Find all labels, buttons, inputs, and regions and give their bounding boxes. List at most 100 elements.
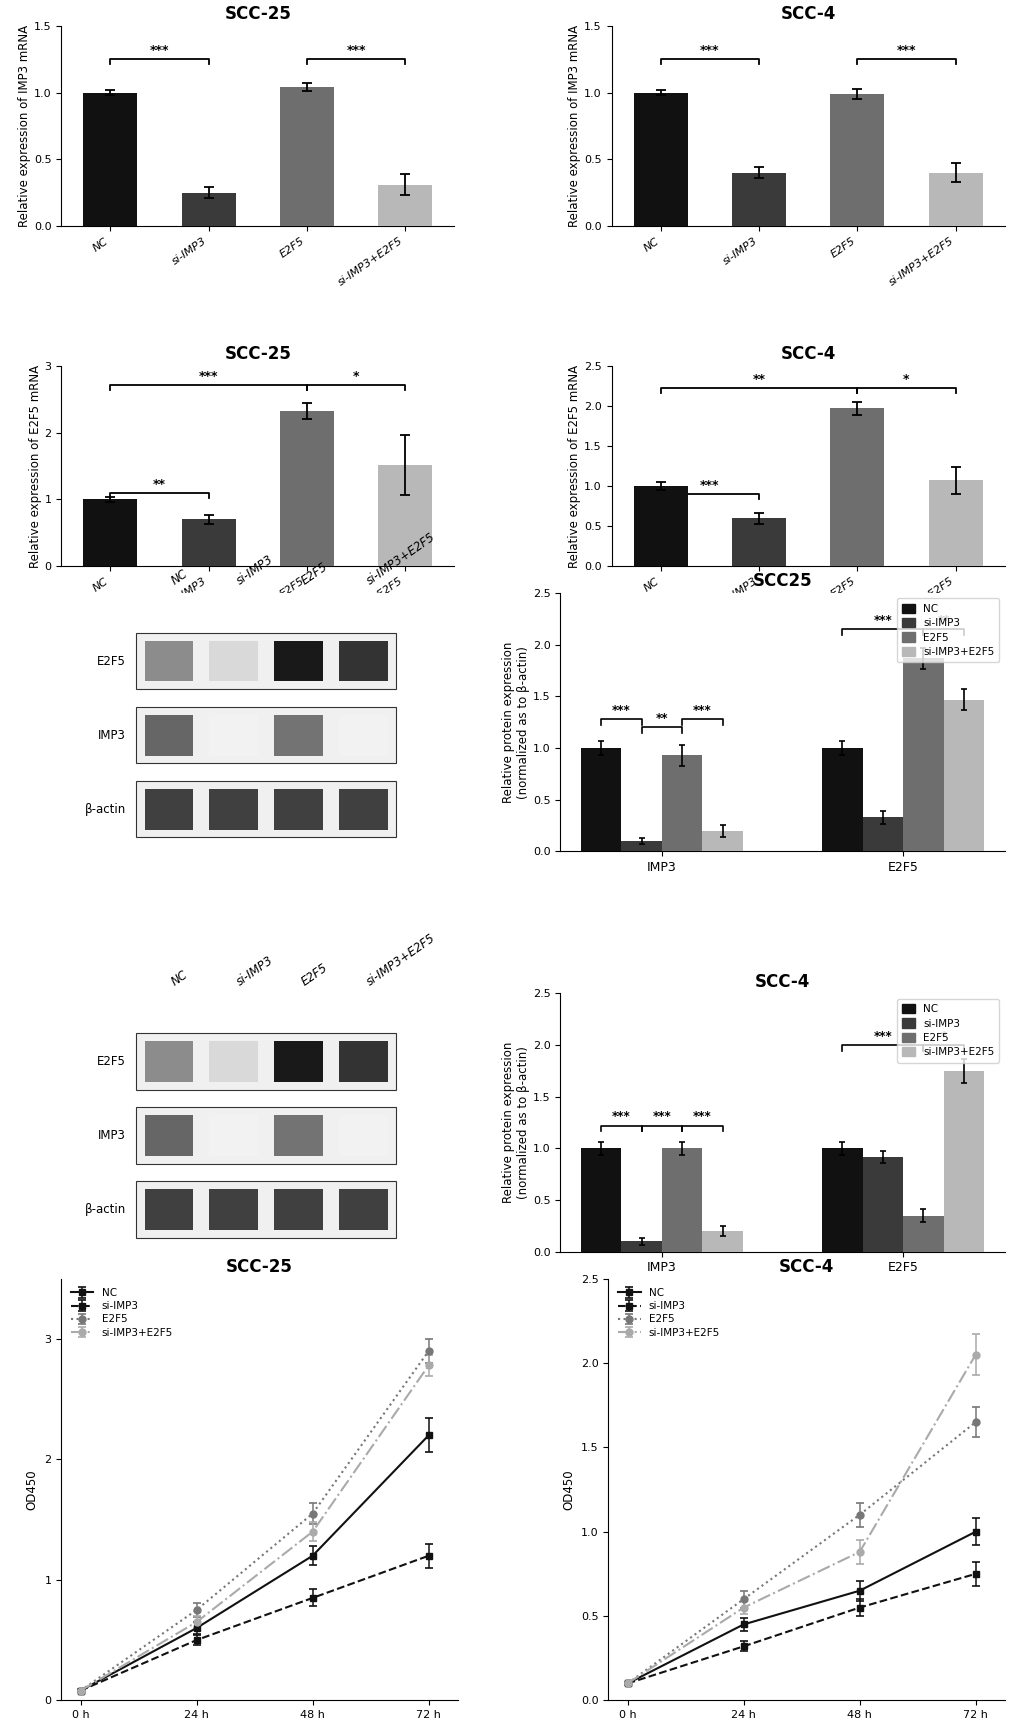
Bar	[84, 92, 138, 226]
Bar	[339, 789, 387, 829]
Title: SCC-4: SCC-4	[780, 5, 835, 23]
Text: *: *	[902, 373, 909, 387]
Y-axis label: Relative expression of IMP3 mRNA: Relative expression of IMP3 mRNA	[568, 24, 581, 227]
Text: si-IMP3: si-IMP3	[233, 553, 275, 588]
Bar	[145, 640, 193, 682]
Title: SCC-4: SCC-4	[779, 1258, 834, 1275]
Bar	[621, 841, 661, 852]
Bar	[378, 184, 432, 226]
Bar	[732, 519, 786, 566]
Text: E2F5: E2F5	[299, 961, 330, 989]
Text: ***: ***	[692, 704, 711, 717]
Bar	[378, 465, 432, 566]
Bar	[621, 1242, 661, 1251]
Text: ***: ***	[611, 704, 630, 717]
Bar	[137, 708, 395, 763]
Bar	[732, 174, 786, 226]
Text: ***: ***	[199, 370, 218, 383]
Bar	[943, 699, 983, 852]
Text: **: **	[153, 477, 166, 491]
Bar	[137, 1034, 395, 1090]
Bar	[902, 658, 943, 852]
Bar	[137, 1107, 395, 1164]
Bar	[661, 755, 702, 852]
Legend: NC, si-IMP3, E2F5, si-IMP3+E2F5: NC, si-IMP3, E2F5, si-IMP3+E2F5	[66, 1284, 177, 1341]
Bar	[209, 1188, 258, 1230]
Text: ***: ***	[150, 45, 169, 57]
Bar	[339, 1041, 387, 1083]
Title: SCC-25: SCC-25	[226, 1258, 292, 1275]
Bar	[279, 411, 333, 566]
Bar	[209, 640, 258, 682]
Text: E2F5: E2F5	[97, 654, 126, 668]
Text: ***: ***	[652, 1110, 671, 1123]
Text: ***: ***	[692, 1110, 711, 1123]
Y-axis label: OD450: OD450	[25, 1470, 39, 1509]
Bar	[181, 519, 235, 566]
Bar	[274, 1116, 323, 1156]
Title: SCC-25: SCC-25	[224, 5, 290, 23]
Text: ***: ***	[699, 45, 718, 57]
Bar	[902, 1216, 943, 1251]
Legend: NC, si-IMP3, E2F5, si-IMP3+E2F5: NC, si-IMP3, E2F5, si-IMP3+E2F5	[612, 1284, 723, 1341]
Bar	[279, 87, 333, 226]
Text: ***: ***	[872, 614, 892, 626]
Text: **: **	[655, 711, 667, 725]
Legend: NC, si-IMP3, E2F5, si-IMP3+E2F5: NC, si-IMP3, E2F5, si-IMP3+E2F5	[896, 599, 999, 663]
Bar	[137, 781, 395, 838]
Bar	[84, 500, 138, 566]
Bar	[145, 715, 193, 755]
Bar	[633, 92, 687, 226]
Bar	[580, 748, 621, 852]
Bar	[661, 1149, 702, 1251]
Bar	[209, 1041, 258, 1083]
Bar	[145, 1116, 193, 1156]
Y-axis label: Relative expression of IMP3 mRNA: Relative expression of IMP3 mRNA	[18, 24, 31, 227]
Bar	[702, 1232, 742, 1251]
Y-axis label: Relative expression of E2F5 mRNA: Relative expression of E2F5 mRNA	[29, 364, 42, 567]
Text: si-IMP3+E2F5: si-IMP3+E2F5	[364, 932, 437, 989]
Bar	[181, 193, 235, 226]
Text: NC: NC	[169, 968, 191, 989]
Legend: NC, si-IMP3, E2F5, si-IMP3+E2F5: NC, si-IMP3, E2F5, si-IMP3+E2F5	[896, 999, 999, 1062]
Text: ***: ***	[872, 1029, 892, 1043]
Bar	[702, 831, 742, 852]
Text: IMP3: IMP3	[98, 729, 126, 741]
Title: SCC-4: SCC-4	[754, 973, 809, 991]
Y-axis label: Relative protein expression
(normalized as to β-actin): Relative protein expression (normalized …	[501, 642, 530, 803]
Text: ***: ***	[699, 479, 718, 493]
Bar	[927, 481, 981, 566]
Bar	[137, 633, 395, 689]
Text: ***: ***	[896, 45, 915, 57]
Y-axis label: Relative protein expression
(normalized as to β-actin): Relative protein expression (normalized …	[501, 1043, 530, 1204]
Bar	[339, 1116, 387, 1156]
Bar	[145, 1188, 193, 1230]
Bar	[339, 1188, 387, 1230]
Y-axis label: OD450: OD450	[561, 1470, 575, 1509]
Title: SCC-25: SCC-25	[224, 345, 290, 363]
Text: β-actin: β-actin	[85, 803, 126, 815]
Bar	[927, 174, 981, 226]
Text: E2F5: E2F5	[97, 1055, 126, 1069]
Title: SCC25: SCC25	[752, 573, 811, 590]
Bar	[209, 1116, 258, 1156]
Bar	[274, 715, 323, 755]
Bar	[821, 1149, 862, 1251]
Bar	[274, 1188, 323, 1230]
Bar	[339, 715, 387, 755]
Text: β-actin: β-actin	[85, 1202, 126, 1216]
Bar	[829, 408, 883, 566]
Bar	[862, 1157, 902, 1251]
Text: IMP3: IMP3	[98, 1129, 126, 1142]
Text: **: **	[752, 373, 764, 387]
Text: si-IMP3+E2F5: si-IMP3+E2F5	[364, 531, 437, 588]
Bar	[821, 748, 862, 852]
Bar	[209, 715, 258, 755]
Bar	[274, 789, 323, 829]
Text: ***: ***	[346, 45, 366, 57]
Bar	[137, 1182, 395, 1237]
Bar	[829, 94, 883, 226]
Text: NC: NC	[169, 567, 191, 588]
Bar	[862, 817, 902, 852]
Bar	[274, 640, 323, 682]
